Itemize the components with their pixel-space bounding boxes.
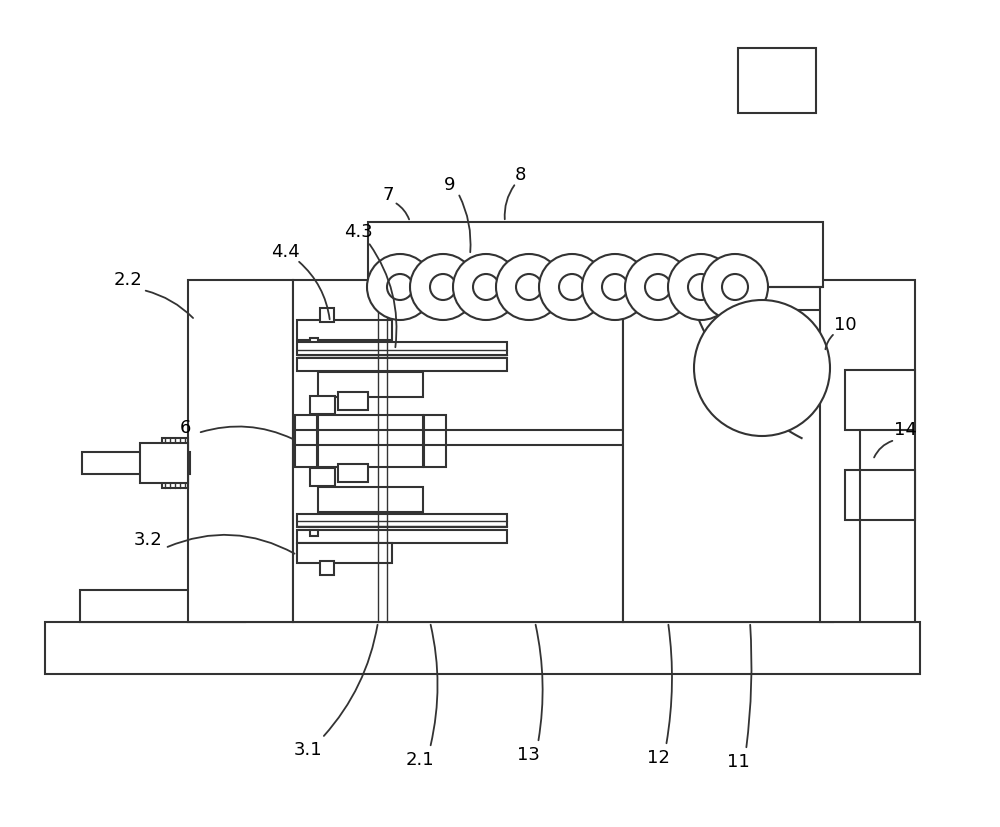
Text: 9: 9 <box>444 176 456 194</box>
Bar <box>80 590 245 622</box>
Bar <box>310 468 335 486</box>
Bar <box>320 561 334 575</box>
Bar <box>297 342 507 355</box>
Text: 2.1: 2.1 <box>406 751 434 769</box>
Text: 8: 8 <box>514 166 526 184</box>
Text: 6: 6 <box>179 419 191 437</box>
Circle shape <box>602 274 628 300</box>
Bar <box>293 280 623 622</box>
Text: 4.4: 4.4 <box>271 243 299 261</box>
Circle shape <box>473 274 499 300</box>
Bar <box>310 338 318 344</box>
Circle shape <box>496 254 562 320</box>
Bar <box>845 370 915 430</box>
Circle shape <box>668 254 734 320</box>
Bar <box>297 530 507 543</box>
Text: 12: 12 <box>647 749 669 767</box>
Bar <box>623 310 833 622</box>
Circle shape <box>582 254 648 320</box>
Bar <box>318 372 423 397</box>
Circle shape <box>694 300 830 436</box>
Bar <box>295 415 317 467</box>
Text: 3.2: 3.2 <box>134 531 162 549</box>
Text: 11: 11 <box>727 753 749 771</box>
Circle shape <box>453 254 519 320</box>
Bar <box>310 530 318 536</box>
Circle shape <box>387 274 413 300</box>
Bar <box>188 280 293 622</box>
Bar <box>368 222 823 287</box>
Text: 14: 14 <box>894 421 916 439</box>
Bar <box>338 464 368 482</box>
Bar <box>738 48 816 113</box>
Bar <box>318 487 423 512</box>
Circle shape <box>539 254 605 320</box>
Circle shape <box>702 254 768 320</box>
Bar <box>82 452 190 474</box>
Bar <box>297 358 507 371</box>
Circle shape <box>367 254 433 320</box>
Text: 4.3: 4.3 <box>344 223 372 241</box>
Bar <box>297 543 392 563</box>
Circle shape <box>410 254 476 320</box>
Circle shape <box>645 274 671 300</box>
Bar <box>318 415 423 467</box>
Bar <box>820 280 915 622</box>
Bar <box>320 308 334 322</box>
Bar <box>45 622 920 674</box>
Circle shape <box>516 274 542 300</box>
Text: 10: 10 <box>834 316 856 334</box>
Bar <box>424 415 446 467</box>
Circle shape <box>559 274 585 300</box>
Bar <box>297 320 392 340</box>
Text: 7: 7 <box>382 186 394 204</box>
Bar <box>338 392 368 410</box>
Bar <box>310 396 335 414</box>
Bar <box>297 514 507 527</box>
Text: 2.2: 2.2 <box>114 271 142 289</box>
Bar <box>162 438 188 488</box>
Circle shape <box>625 254 691 320</box>
Circle shape <box>688 274 714 300</box>
Bar <box>845 470 915 520</box>
Text: 3.1: 3.1 <box>294 741 322 759</box>
Bar <box>140 443 188 483</box>
Circle shape <box>722 274 748 300</box>
Circle shape <box>430 274 456 300</box>
Text: 13: 13 <box>517 746 539 764</box>
